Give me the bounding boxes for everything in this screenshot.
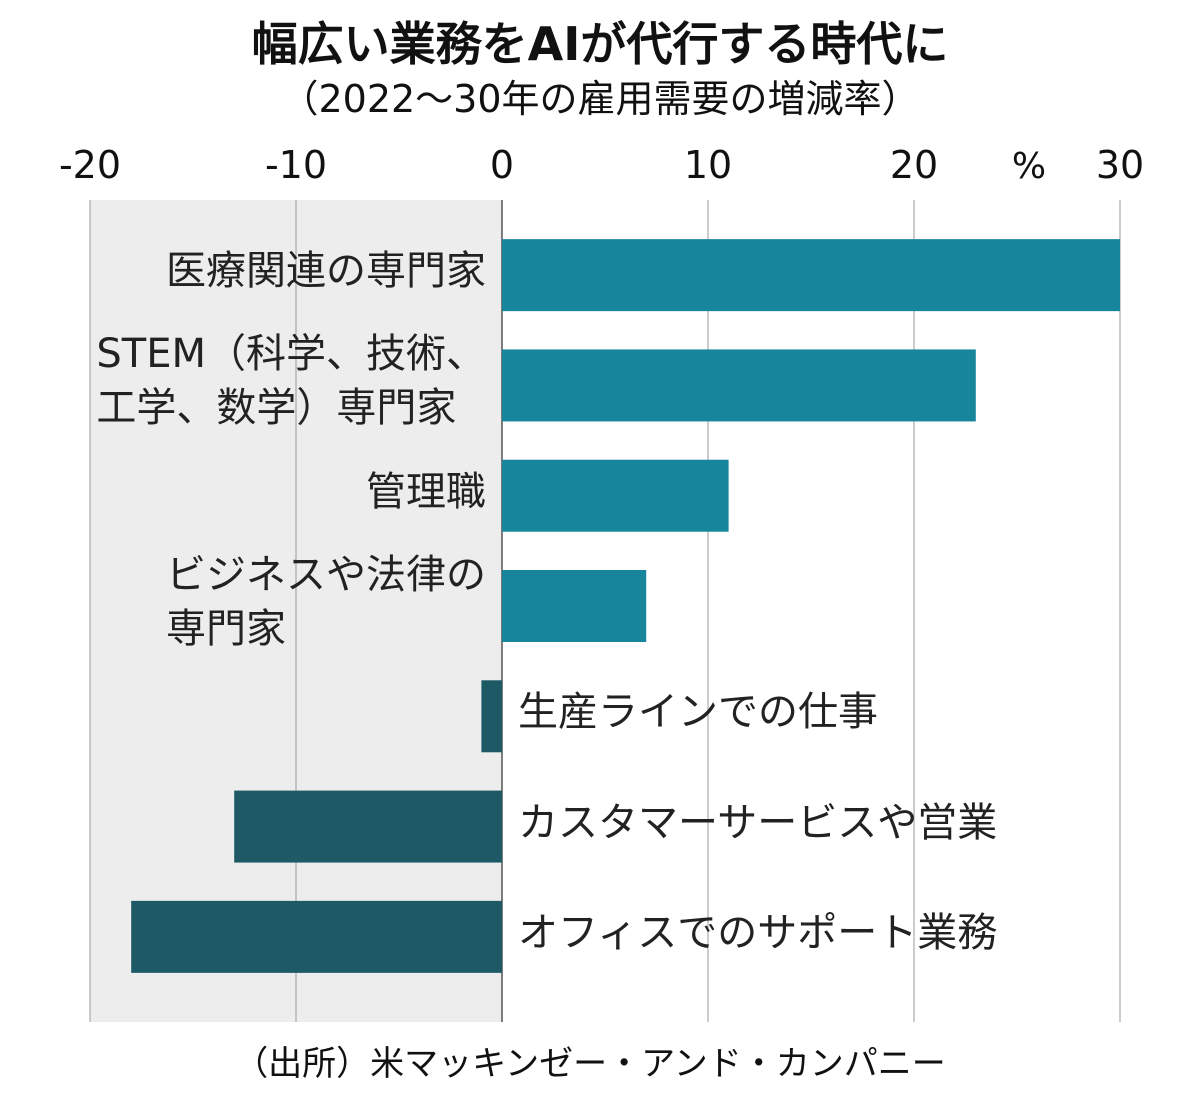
bar <box>502 239 1120 312</box>
x-tick-label: 20 <box>890 143 938 187</box>
chart-subtitle: （2022～30年の雇用需要の増減率） <box>280 77 920 121</box>
chart-title: 幅広い業務をAIが代行する時代に <box>251 17 949 71</box>
category-label: カスタマーサービスや営業 <box>518 799 998 846</box>
category-label: 生産ラインでの仕事 <box>518 689 878 736</box>
unit-label: % <box>1012 146 1046 187</box>
category-label: STEM（科学、技術、 工学、数学）専門家 <box>96 331 486 432</box>
bar <box>234 790 502 863</box>
x-tick-label: -10 <box>265 143 327 187</box>
bar <box>481 680 502 753</box>
category-label: オフィスでのサポート業務 <box>518 909 998 956</box>
category-label: 医療関連の専門家 <box>166 248 486 295</box>
source: （出所）米マッキンゼー・アンド・カンパニー <box>234 1044 946 1084</box>
category-label: 管理職 <box>366 468 486 515</box>
bar <box>502 459 729 532</box>
bar <box>502 570 647 642</box>
x-tick-label: 0 <box>490 143 514 187</box>
x-tick-label: 30 <box>1096 143 1144 187</box>
category-label: ビジネスや法律の 専門家 <box>166 552 486 652</box>
bar <box>502 349 976 422</box>
x-tick-label: -20 <box>59 143 121 187</box>
bar <box>131 900 502 973</box>
x-tick-label: 10 <box>684 143 732 187</box>
